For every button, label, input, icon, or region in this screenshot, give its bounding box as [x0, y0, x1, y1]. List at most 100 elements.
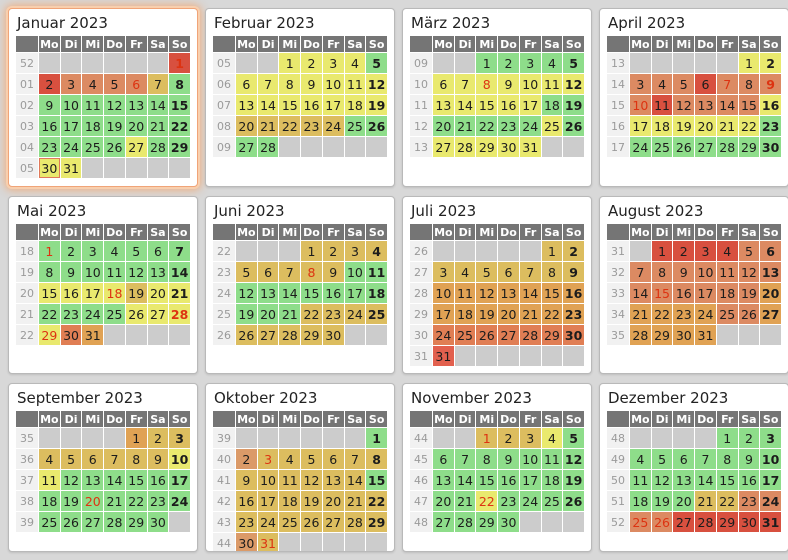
day-cell[interactable]: 25 — [716, 304, 738, 324]
day-cell[interactable]: 21 — [630, 304, 651, 324]
day-cell[interactable]: 17 — [322, 95, 344, 115]
day-cell[interactable]: 9 — [563, 262, 584, 282]
day-cell[interactable]: 4 — [651, 74, 673, 94]
day-cell[interactable]: 7 — [630, 262, 651, 282]
day-cell[interactable]: 11 — [541, 74, 563, 94]
day-cell[interactable]: 12 — [673, 95, 695, 115]
day-cell[interactable]: 12 — [366, 74, 387, 94]
day-cell[interactable]: 5 — [563, 428, 584, 448]
day-cell[interactable]: 29 — [541, 325, 563, 345]
day-cell[interactable]: 10 — [519, 74, 541, 94]
day-cell[interactable]: 10 — [60, 95, 82, 115]
day-cell[interactable]: 22 — [738, 116, 760, 136]
day-cell[interactable]: 15 — [651, 283, 673, 303]
day-cell[interactable]: 15 — [716, 470, 738, 490]
day-cell[interactable]: 26 — [738, 304, 760, 324]
day-cell[interactable]: 21 — [454, 116, 476, 136]
day-cell[interactable]: 29 — [125, 512, 147, 532]
day-cell[interactable]: 20 — [147, 283, 169, 303]
day-cell[interactable]: 5 — [301, 449, 322, 469]
day-cell[interactable]: 26 — [651, 512, 673, 532]
day-cell[interactable]: 6 — [498, 262, 519, 282]
day-cell[interactable]: 26 — [104, 137, 125, 157]
day-cell[interactable]: 24 — [344, 304, 366, 324]
day-cell[interactable]: 14 — [257, 95, 279, 115]
day-cell[interactable]: 28 — [169, 304, 190, 324]
day-cell[interactable]: 3 — [519, 53, 541, 73]
day-cell[interactable]: 18 — [366, 283, 387, 303]
day-cell[interactable]: 29 — [476, 137, 498, 157]
day-cell[interactable]: 26 — [366, 116, 387, 136]
day-cell[interactable]: 29 — [738, 137, 760, 157]
day-cell[interactable]: 19 — [651, 491, 673, 511]
day-cell[interactable]: 13 — [695, 95, 716, 115]
day-cell[interactable]: 26 — [563, 116, 584, 136]
day-cell[interactable]: 16 — [301, 95, 322, 115]
day-cell[interactable]: 28 — [519, 325, 541, 345]
day-cell[interactable]: 22 — [476, 116, 498, 136]
day-cell[interactable]: 15 — [169, 95, 190, 115]
day-cell[interactable]: 28 — [257, 137, 279, 157]
day-cell[interactable]: 20 — [236, 116, 257, 136]
day-cell[interactable]: 28 — [104, 512, 125, 532]
day-cell[interactable]: 1 — [541, 241, 563, 261]
day-cell[interactable]: 6 — [82, 449, 104, 469]
day-cell[interactable]: 2 — [498, 53, 519, 73]
day-cell[interactable]: 8 — [39, 262, 60, 282]
day-cell[interactable]: 17 — [60, 116, 82, 136]
day-cell[interactable]: 10 — [344, 262, 366, 282]
day-cell[interactable]: 15 — [476, 470, 498, 490]
day-cell[interactable]: 6 — [236, 74, 257, 94]
day-cell[interactable]: 7 — [147, 74, 169, 94]
day-cell[interactable]: 8 — [651, 262, 673, 282]
day-cell[interactable]: 18 — [630, 491, 651, 511]
day-cell[interactable]: 21 — [454, 491, 476, 511]
day-cell[interactable]: 17 — [760, 470, 781, 490]
day-cell[interactable]: 1 — [366, 428, 387, 448]
day-cell[interactable]: 25 — [82, 137, 104, 157]
day-cell[interactable]: 10 — [695, 262, 716, 282]
day-cell[interactable]: 27 — [433, 137, 454, 157]
day-cell[interactable]: 9 — [147, 449, 169, 469]
day-cell[interactable]: 6 — [433, 449, 454, 469]
day-cell[interactable]: 23 — [322, 304, 344, 324]
day-cell[interactable]: 23 — [673, 304, 695, 324]
day-cell[interactable]: 26 — [60, 512, 82, 532]
day-cell[interactable]: 24 — [82, 304, 104, 324]
day-cell[interactable]: 4 — [454, 262, 476, 282]
day-cell[interactable]: 19 — [476, 304, 498, 324]
day-cell[interactable]: 9 — [322, 262, 344, 282]
day-cell[interactable]: 1 — [476, 428, 498, 448]
day-cell[interactable]: 31 — [519, 137, 541, 157]
day-cell[interactable]: 15 — [476, 95, 498, 115]
day-cell[interactable]: 10 — [433, 283, 454, 303]
day-cell[interactable]: 9 — [498, 74, 519, 94]
day-cell[interactable]: 14 — [630, 283, 651, 303]
day-cell[interactable]: 22 — [125, 491, 147, 511]
day-cell[interactable]: 30 — [60, 325, 82, 345]
day-cell[interactable]: 23 — [147, 491, 169, 511]
day-cell[interactable]: 8 — [301, 262, 322, 282]
day-cell[interactable]: 14 — [519, 283, 541, 303]
day-cell[interactable]: 5 — [651, 449, 673, 469]
day-cell[interactable]: 30 — [236, 533, 257, 551]
day-cell[interactable]: 13 — [82, 470, 104, 490]
day-cell[interactable]: 24 — [322, 116, 344, 136]
day-cell[interactable]: 23 — [236, 512, 257, 532]
day-cell[interactable]: 14 — [344, 470, 366, 490]
day-cell[interactable]: 27 — [673, 512, 695, 532]
day-cell[interactable]: 4 — [82, 74, 104, 94]
day-cell[interactable]: 29 — [169, 137, 190, 157]
day-cell[interactable]: 2 — [738, 428, 760, 448]
day-cell[interactable]: 20 — [82, 491, 104, 511]
day-cell[interactable]: 7 — [454, 449, 476, 469]
day-cell[interactable]: 7 — [279, 262, 301, 282]
day-cell[interactable]: 13 — [760, 262, 781, 282]
day-cell[interactable]: 4 — [716, 241, 738, 261]
day-cell[interactable]: 12 — [651, 470, 673, 490]
day-cell[interactable]: 5 — [563, 53, 584, 73]
day-cell[interactable]: 8 — [125, 449, 147, 469]
day-cell[interactable]: 3 — [60, 74, 82, 94]
day-cell[interactable]: 30 — [39, 158, 60, 178]
day-cell[interactable]: 14 — [169, 262, 190, 282]
